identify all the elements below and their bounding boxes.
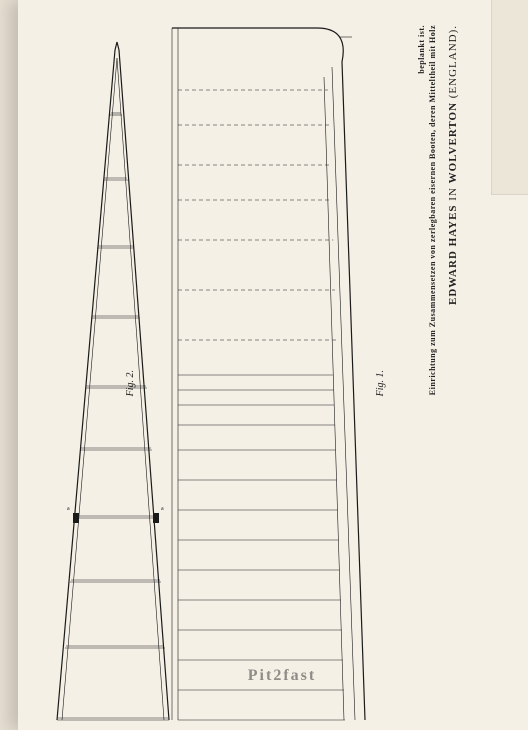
svg-text:a: a — [67, 506, 70, 512]
fig1-drawing — [172, 28, 365, 720]
technical-drawings: aa — [18, 0, 528, 730]
fig2-drawing: aa — [57, 42, 169, 720]
svg-text:a: a — [161, 506, 164, 512]
watermark: Pit2fast — [248, 667, 316, 685]
patent-page: EDWARD HAYES IN WOLVERTON (ENGLAND). Ein… — [18, 0, 528, 730]
